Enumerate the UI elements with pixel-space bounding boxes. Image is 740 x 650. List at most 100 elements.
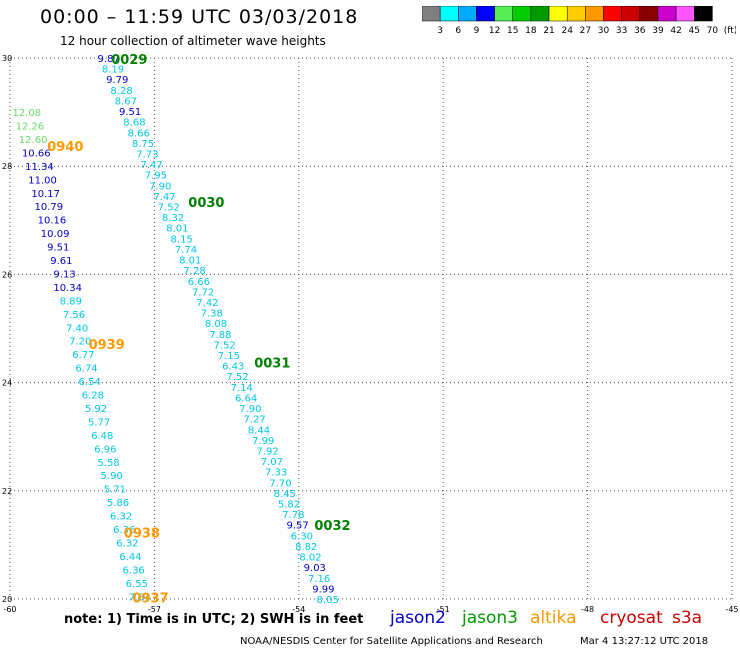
x-tick-label: -54 (292, 605, 305, 614)
colorbar-label: 15 (507, 26, 518, 36)
colorbar-label: 21 (543, 26, 554, 36)
swh-value: 7.78 (282, 510, 304, 521)
swh-value: 11.00 (28, 175, 57, 186)
swh-value: 9.13 (53, 269, 75, 280)
footer-note: note: 1) Time is in UTC; 2) SWH is in fe… (64, 612, 364, 627)
swh-value: 8.44 (248, 425, 270, 436)
swh-value: 10.66 (22, 148, 51, 159)
colorbar-label: 36 (634, 26, 646, 36)
swh-value: 6.96 (94, 444, 116, 455)
swh-value: 7.90 (149, 181, 171, 192)
legend-s3a: s3a (672, 608, 703, 628)
legend-altika: altika (530, 608, 577, 628)
pass-time-label: 0937 (132, 591, 168, 606)
swh-value: 7.56 (63, 310, 85, 321)
swh-value: 7.90 (239, 404, 261, 415)
swh-value: 8.01 (179, 256, 201, 267)
swh-value: 12.26 (16, 122, 45, 133)
pass-time-label: 0940 (47, 140, 83, 155)
swh-value: 7.16 (308, 574, 330, 585)
swh-value: 10.79 (35, 202, 64, 213)
swh-value: 7.47 (153, 192, 175, 203)
swh-value: 9.51 (47, 243, 69, 254)
swh-value: 8.32 (162, 213, 184, 224)
swh-value: 9.99 (312, 584, 334, 595)
pass-time-label: 0938 (124, 526, 160, 541)
y-tick-label: 22 (2, 487, 12, 496)
swh-value: 6.66 (188, 277, 210, 288)
color-scale-legend: 3 6 9 12 15 18 21 24 27 30 33 36 39 42 45 70 (ft) (422, 6, 736, 36)
swh-value: 7.15 (218, 351, 240, 362)
swh-value: 7.92 (256, 446, 278, 457)
pass-time-label: 0032 (314, 519, 350, 534)
pass-time-label: 0031 (254, 357, 290, 372)
y-tick-label: 26 (2, 270, 12, 279)
swh-value: 5.92 (85, 404, 107, 415)
swh-value: 5.71 (104, 485, 126, 496)
swh-value: 7.47 (140, 160, 162, 171)
chart-title: 00:00 – 11:59 UTC 03/03/2018 (40, 6, 359, 28)
swh-value: 9.57 (286, 521, 308, 532)
swh-value: 6.32 (116, 538, 138, 549)
colorbar-label: 24 (561, 26, 573, 36)
swh-value: 5.90 (101, 471, 123, 482)
swh-value: 9.51 (119, 107, 141, 118)
swh-value: 8.19 (102, 65, 124, 76)
swh-value: 8.15 (171, 234, 193, 245)
legend-jason2: jason2 (390, 608, 446, 628)
swh-value: 11.34 (25, 162, 54, 173)
colorbar-swatch (694, 6, 713, 22)
swh-value: 8.05 (317, 595, 339, 606)
pass-time-label: 0029 (111, 53, 147, 68)
swh-value: 6.28 (82, 391, 104, 402)
swh-value: 7.99 (252, 436, 274, 447)
swh-value: 6.30 (291, 531, 313, 542)
legend-cryosat: cryosat (600, 608, 663, 628)
swh-value: 8.68 (123, 118, 145, 129)
swh-value: 10.09 (41, 229, 70, 240)
swh-value: 6.36 (123, 565, 145, 576)
swh-value: 6.77 (72, 350, 94, 361)
colorbar-label: 6 (455, 26, 461, 36)
swh-value: 8.67 (115, 96, 137, 107)
swh-value: 7.52 (226, 372, 248, 383)
swh-value: 8.08 (205, 319, 227, 330)
credit-line: NOAA/NESDIS Center for Satellite Applica… (240, 636, 543, 647)
chart-subtitle: 12 hour collection of altimeter wave hei… (60, 34, 326, 48)
swh-value: 6.55 (126, 579, 148, 590)
swh-value: 9.87 (98, 54, 120, 65)
swh-value: 7.95 (145, 171, 167, 182)
x-tick-label: -48 (581, 605, 594, 614)
swh-value: 8.45 (274, 489, 296, 500)
colorbar-label: 3 (437, 26, 443, 36)
colorbar-label: 39 (652, 26, 664, 36)
y-tick-label: 30 (2, 54, 12, 63)
colorbar-label: (ft) (724, 26, 736, 36)
swh-value: 8.75 (132, 139, 154, 150)
swh-value: 8.89 (60, 296, 82, 307)
swh-value: 7.42 (196, 298, 218, 309)
swh-value: 7.52 (158, 203, 180, 214)
colorbar-label: 45 (689, 26, 700, 36)
x-tick-label: -60 (3, 605, 16, 614)
swh-value: 5.58 (97, 458, 119, 469)
swh-value: 7.70 (269, 478, 291, 489)
swh-value: 6.74 (75, 364, 97, 375)
swh-value: 10.16 (38, 216, 67, 227)
swh-value: 9.03 (304, 563, 326, 574)
swh-value: 5.77 (88, 417, 110, 428)
swh-value: 6.36 (113, 525, 135, 536)
x-tick-label: -45 (725, 605, 738, 614)
swh-value: 8.02 (299, 553, 321, 564)
colorbar-label: 27 (580, 26, 591, 36)
swh-value: 8.01 (166, 224, 188, 235)
swh-value: 5.86 (107, 498, 129, 509)
colorbar-label: 12 (489, 26, 500, 36)
colorbar-label: 70 (707, 26, 719, 36)
swh-value: 7.34 (129, 592, 151, 603)
swh-value: 7.73 (136, 149, 158, 160)
colorbar-label: 33 (616, 26, 627, 36)
swh-value: 12.60 (19, 135, 48, 146)
swh-value: 6.43 (222, 362, 244, 373)
